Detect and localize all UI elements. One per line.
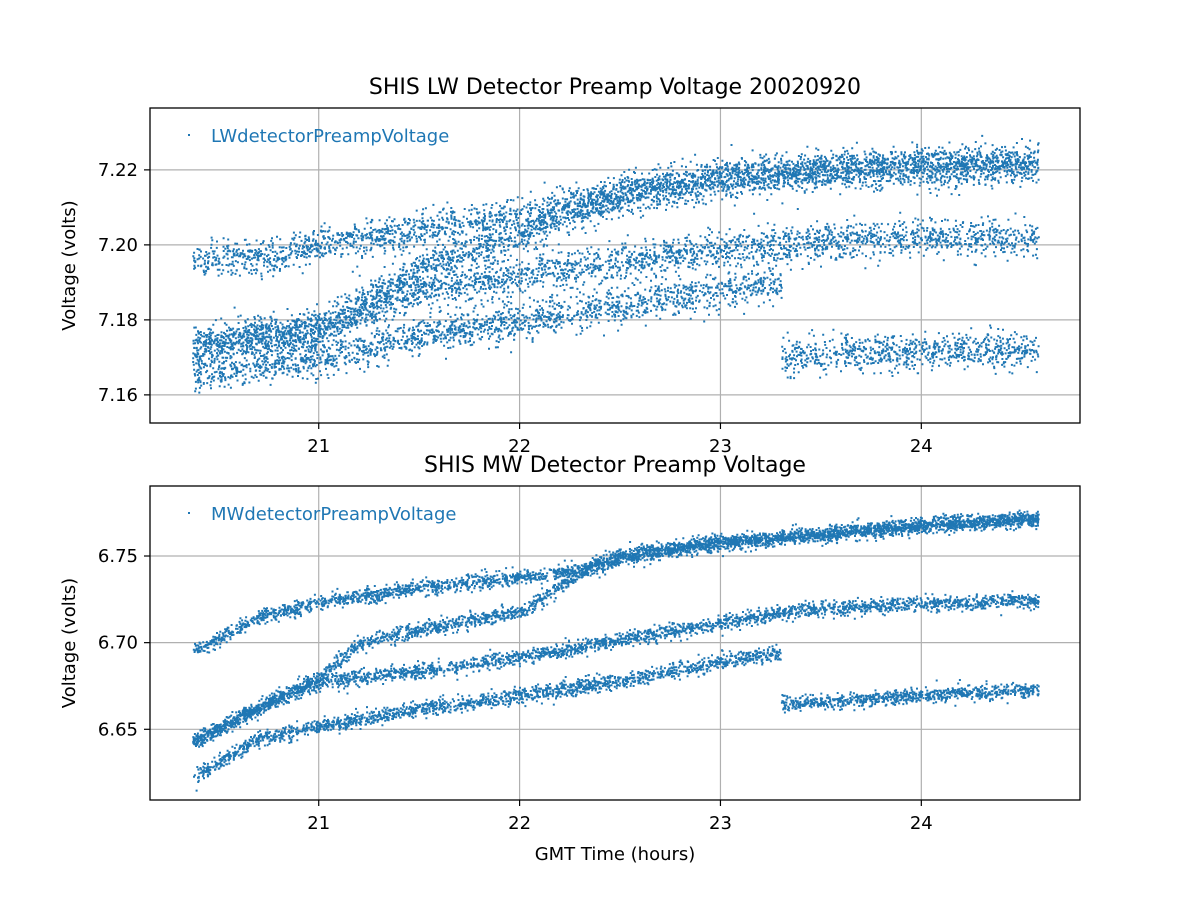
mw-data-points	[192, 509, 1040, 792]
mw-scatter-points	[192, 509, 1040, 792]
lw-plot-frame	[149, 107, 1081, 424]
lw-y-tick-label: 7.20	[98, 235, 138, 256]
lw-legend-marker	[188, 134, 190, 136]
lw-y-tick-label: 7.16	[98, 385, 138, 406]
mw-y-tick-label: 6.75	[98, 546, 138, 567]
mw-y-axis-label: Voltage (volts)	[59, 578, 80, 708]
lw-chart: SHIS LW Detector Preamp Voltage 20020920…	[59, 75, 1081, 457]
lw-x-ticks: 21 22 23 24	[307, 423, 933, 457]
mw-y-tick-label: 6.65	[98, 719, 138, 740]
lw-y-tick-label: 7.22	[98, 160, 138, 181]
mw-x-ticks: 21 22 23 24	[307, 800, 933, 834]
lw-y-ticks: 7.16 7.18 7.20 7.22	[98, 160, 150, 406]
mw-legend-label: MWdetectorPreampVoltage	[211, 504, 456, 525]
lw-y-axis-label: Voltage (volts)	[59, 200, 80, 330]
lw-x-tick-label: 24	[910, 436, 933, 457]
mw-y-tick-label: 6.70	[98, 633, 138, 654]
mw-chart: SHIS MW Detector Preamp Voltage 21 22 23 24…	[59, 453, 1081, 865]
mw-legend: MWdetectorPreampVoltage	[188, 504, 456, 525]
lw-x-tick-label: 23	[709, 436, 732, 457]
mw-legend-marker	[188, 512, 190, 514]
lw-chart-title: SHIS LW Detector Preamp Voltage 20020920	[369, 75, 861, 100]
mw-x-tick-label: 23	[709, 813, 732, 834]
lw-x-tick-label: 22	[508, 436, 531, 457]
lw-scatter-points	[192, 134, 1040, 394]
mw-x-tick-label: 22	[508, 813, 531, 834]
mw-x-tick-label: 24	[910, 813, 933, 834]
mw-x-axis-label: GMT Time (hours)	[535, 844, 696, 865]
mw-x-tick-label: 21	[307, 813, 330, 834]
lw-legend-label: LWdetectorPreampVoltage	[211, 126, 449, 147]
lw-data-points	[192, 134, 1040, 394]
lw-x-tick-label: 21	[307, 436, 330, 457]
mw-y-ticks: 6.65 6.70 6.75	[98, 546, 150, 740]
mw-chart-title: SHIS MW Detector Preamp Voltage	[424, 453, 806, 478]
lw-legend: LWdetectorPreampVoltage	[188, 126, 449, 147]
lw-y-tick-label: 7.18	[98, 310, 138, 331]
